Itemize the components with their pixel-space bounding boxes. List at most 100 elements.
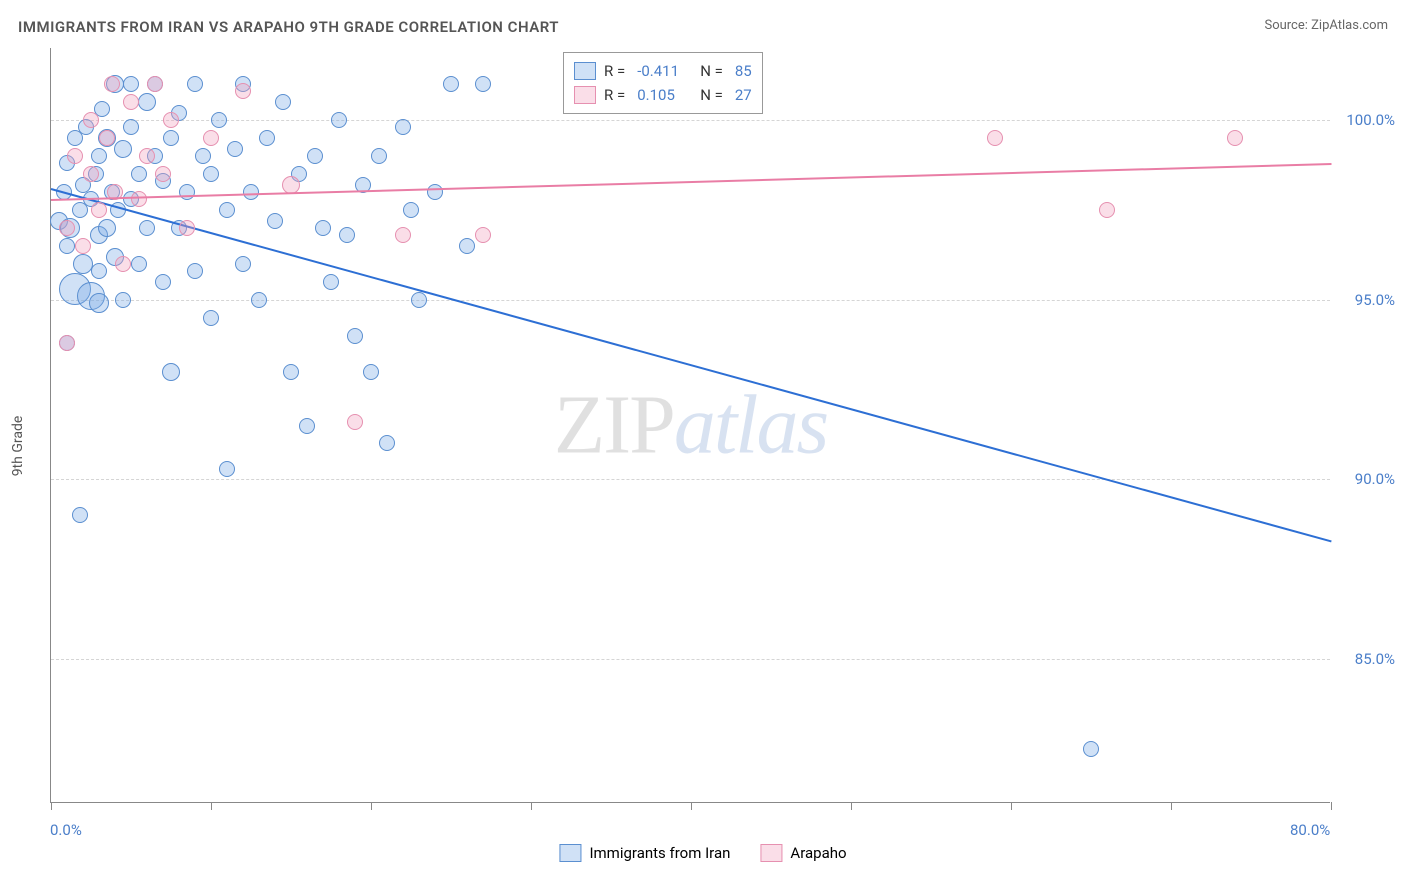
x-tick [1331,802,1332,810]
scatter-point [347,328,363,344]
x-tick [1171,802,1172,810]
legend-swatch-icon [574,86,596,104]
scatter-point [123,94,139,110]
gridline [51,479,1330,480]
legend-label: Immigrants from Iran [589,844,730,862]
scatter-point [91,263,107,279]
x-tick [691,802,692,810]
scatter-point [227,141,243,157]
scatter-point [267,213,283,229]
plot-area: ZIPatlas 85.0%90.0%95.0%100.0%R =-0.411N… [50,48,1330,803]
stats-legend: R =-0.411N =85R =0.105N =27 [563,52,763,114]
scatter-point [1227,130,1243,146]
scatter-point [163,112,179,128]
x-tick [211,802,212,810]
y-tick-label: 95.0% [1335,291,1395,309]
scatter-point [379,435,395,451]
scatter-point [395,119,411,135]
scatter-point [131,256,147,272]
scatter-point [427,184,443,200]
scatter-point [73,254,93,274]
legend-item-series-0: Immigrants from Iran [559,844,730,862]
scatter-point [347,414,363,430]
scatter-point [475,76,491,92]
gridline [51,300,1330,301]
watermark-part-b: atlas [674,379,827,472]
scatter-point [211,112,227,128]
scatter-point [139,148,155,164]
scatter-point [323,274,339,290]
scatter-point [115,292,131,308]
x-min-label: 0.0% [50,821,82,839]
r-value: -0.411 [637,62,692,80]
scatter-point [443,76,459,92]
scatter-point [1099,202,1115,218]
scatter-point [363,364,379,380]
chart-container: IMMIGRANTS FROM IRAN VS ARAPAHO 9TH GRAD… [0,0,1406,892]
x-tick [371,802,372,810]
n-label: N = [700,86,723,104]
scatter-point [83,112,99,128]
scatter-point [219,202,235,218]
trend-line [51,163,1331,201]
source-attribution: Source: ZipAtlas.com [1264,18,1388,33]
y-tick-label: 85.0% [1335,650,1395,668]
r-label: R = [604,62,625,80]
scatter-point [75,238,91,254]
trend-line [51,188,1332,542]
scatter-point [59,238,75,254]
scatter-point [395,227,411,243]
scatter-point [203,130,219,146]
scatter-point [114,140,132,158]
scatter-point [987,130,1003,146]
x-tick [1011,802,1012,810]
scatter-point [59,335,75,351]
scatter-point [315,220,331,236]
scatter-point [251,292,267,308]
scatter-point [195,148,211,164]
y-tick-label: 100.0% [1335,111,1395,129]
n-value: 85 [735,62,752,80]
scatter-point [59,220,75,236]
scatter-point [67,148,83,164]
r-label: R = [604,86,625,104]
scatter-point [72,507,88,523]
source-label: Source: [1264,18,1311,33]
scatter-point [187,76,203,92]
scatter-point [83,166,99,182]
scatter-point [131,191,147,207]
scatter-point [411,292,427,308]
scatter-point [115,256,131,272]
scatter-point [123,119,139,135]
scatter-point [259,130,275,146]
scatter-point [91,202,107,218]
scatter-point [147,76,163,92]
scatter-point [138,93,156,111]
scatter-point [339,227,355,243]
scatter-point [235,83,251,99]
scatter-point [123,76,139,92]
x-tick [851,802,852,810]
scatter-point [275,94,291,110]
scatter-point [219,461,235,477]
bottom-legend: Immigrants from Iran Arapaho [559,844,846,862]
legend-item-series-1: Arapaho [760,844,846,862]
stats-legend-row: R = -0.411 N = 85 [574,59,752,83]
scatter-point [163,130,179,146]
legend-swatch-icon [574,62,596,80]
scatter-point [282,176,300,194]
scatter-point [307,148,323,164]
legend-swatch-icon [559,844,581,862]
scatter-point [98,219,116,237]
source-name: ZipAtlas.com [1311,18,1388,33]
legend-swatch-icon [760,844,782,862]
y-axis-label: 9th Grade [10,416,26,477]
n-label: N = [700,62,723,80]
chart-title: IMMIGRANTS FROM IRAN VS ARAPAHO 9TH GRAD… [18,18,559,36]
scatter-point [162,363,180,381]
scatter-point [203,166,219,182]
scatter-point [99,130,115,146]
scatter-point [459,238,475,254]
scatter-point [187,263,203,279]
x-max-label: 80.0% [1290,821,1330,839]
